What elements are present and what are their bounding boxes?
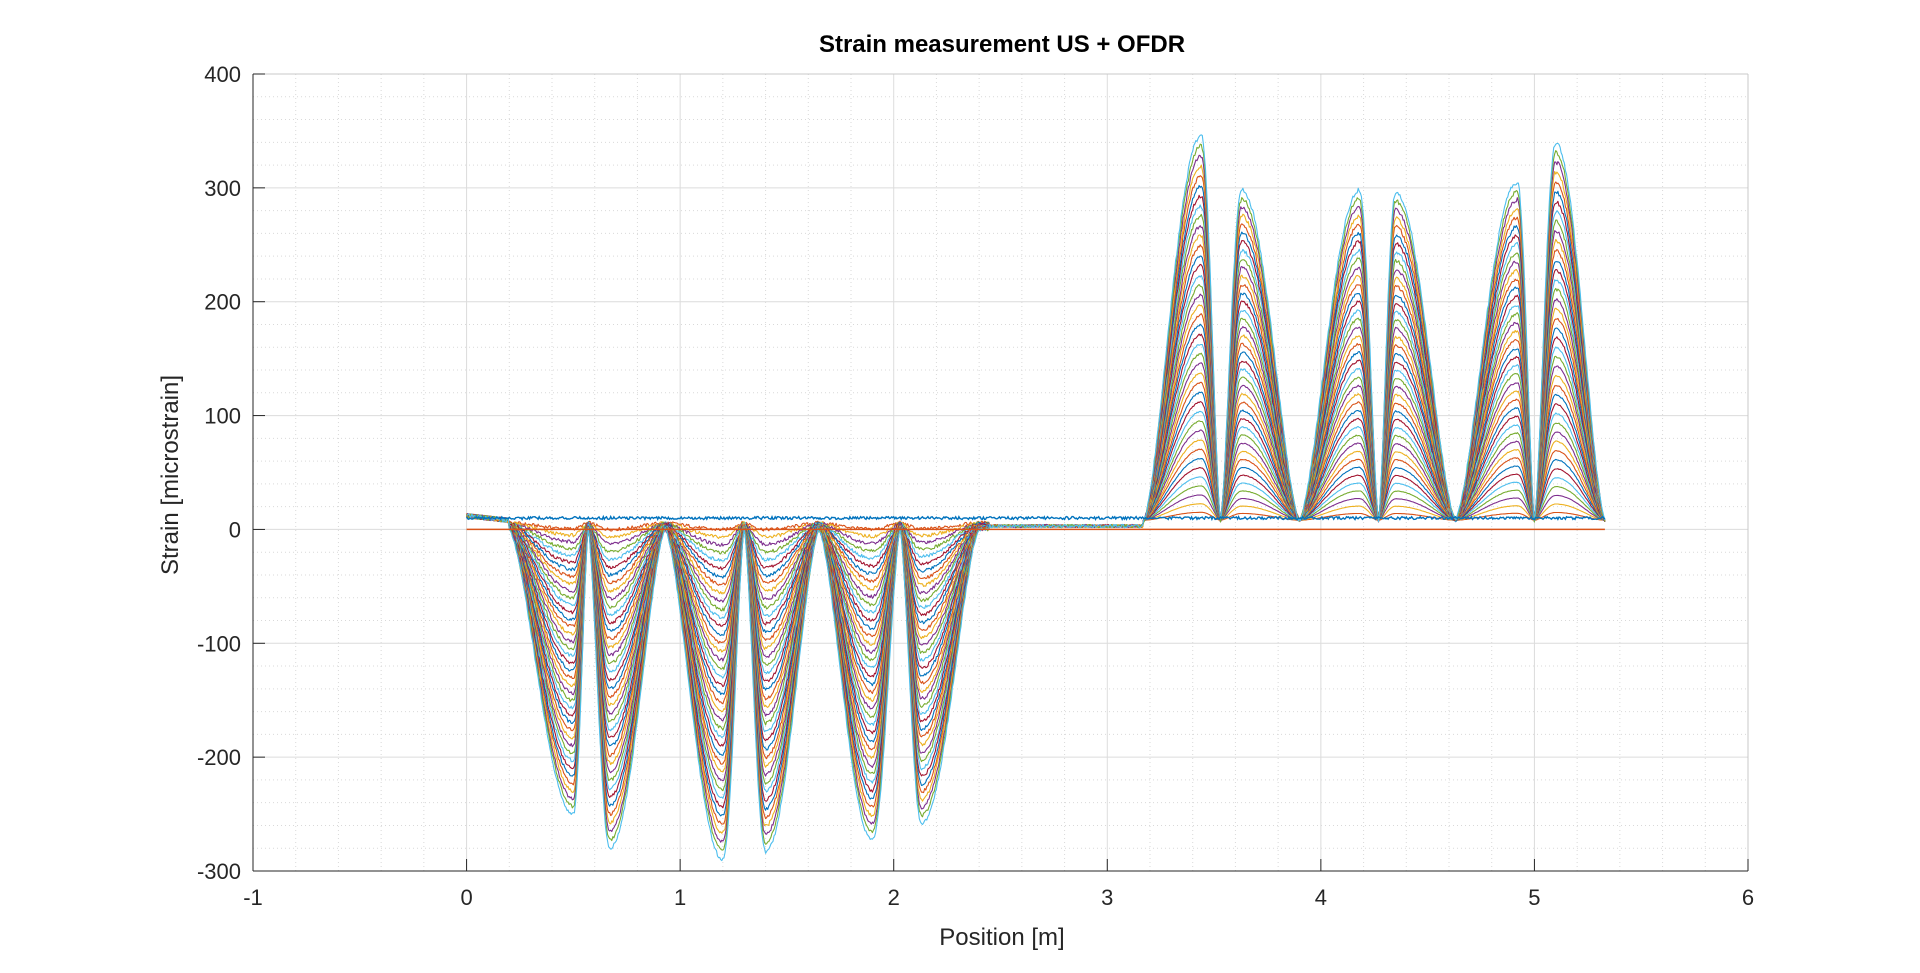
x-axis-label: Position [m] (939, 924, 1064, 951)
y-tick-label: 300 (204, 176, 241, 201)
series-group (465, 134, 1606, 862)
data-series-line (466, 134, 1606, 862)
x-tick-label: -1 (243, 885, 263, 910)
chart-title: Strain measurement US + OFDR (819, 31, 1185, 58)
x-tick-label: 6 (1742, 885, 1754, 910)
y-axis-label: Strain [microstrain] (157, 375, 184, 575)
x-tick-label: 2 (888, 885, 900, 910)
x-tick-label: 0 (460, 885, 472, 910)
axes-box (252, 73, 1749, 872)
x-axis-ticks: -1 0 1 2 3 4 5 6 (243, 859, 1754, 910)
reference-series-line (465, 514, 1606, 522)
x-tick-label: 1 (674, 885, 686, 910)
x-tick-label: 5 (1528, 885, 1540, 910)
x-tick-label: 4 (1315, 885, 1327, 910)
y-tick-label: -100 (197, 631, 241, 656)
y-tick-label: -200 (197, 745, 241, 770)
minor-grid (253, 74, 1748, 871)
y-tick-label: 100 (204, 404, 241, 429)
y-tick-label: 400 (204, 62, 241, 87)
y-tick-label: 0 (229, 517, 241, 542)
x-tick-label: 3 (1101, 885, 1113, 910)
y-tick-label: -300 (197, 859, 241, 884)
y-tick-label: 200 (204, 290, 241, 315)
y-axis-ticks: -300 -200 -100 0 100 200 300 400 (197, 62, 265, 884)
